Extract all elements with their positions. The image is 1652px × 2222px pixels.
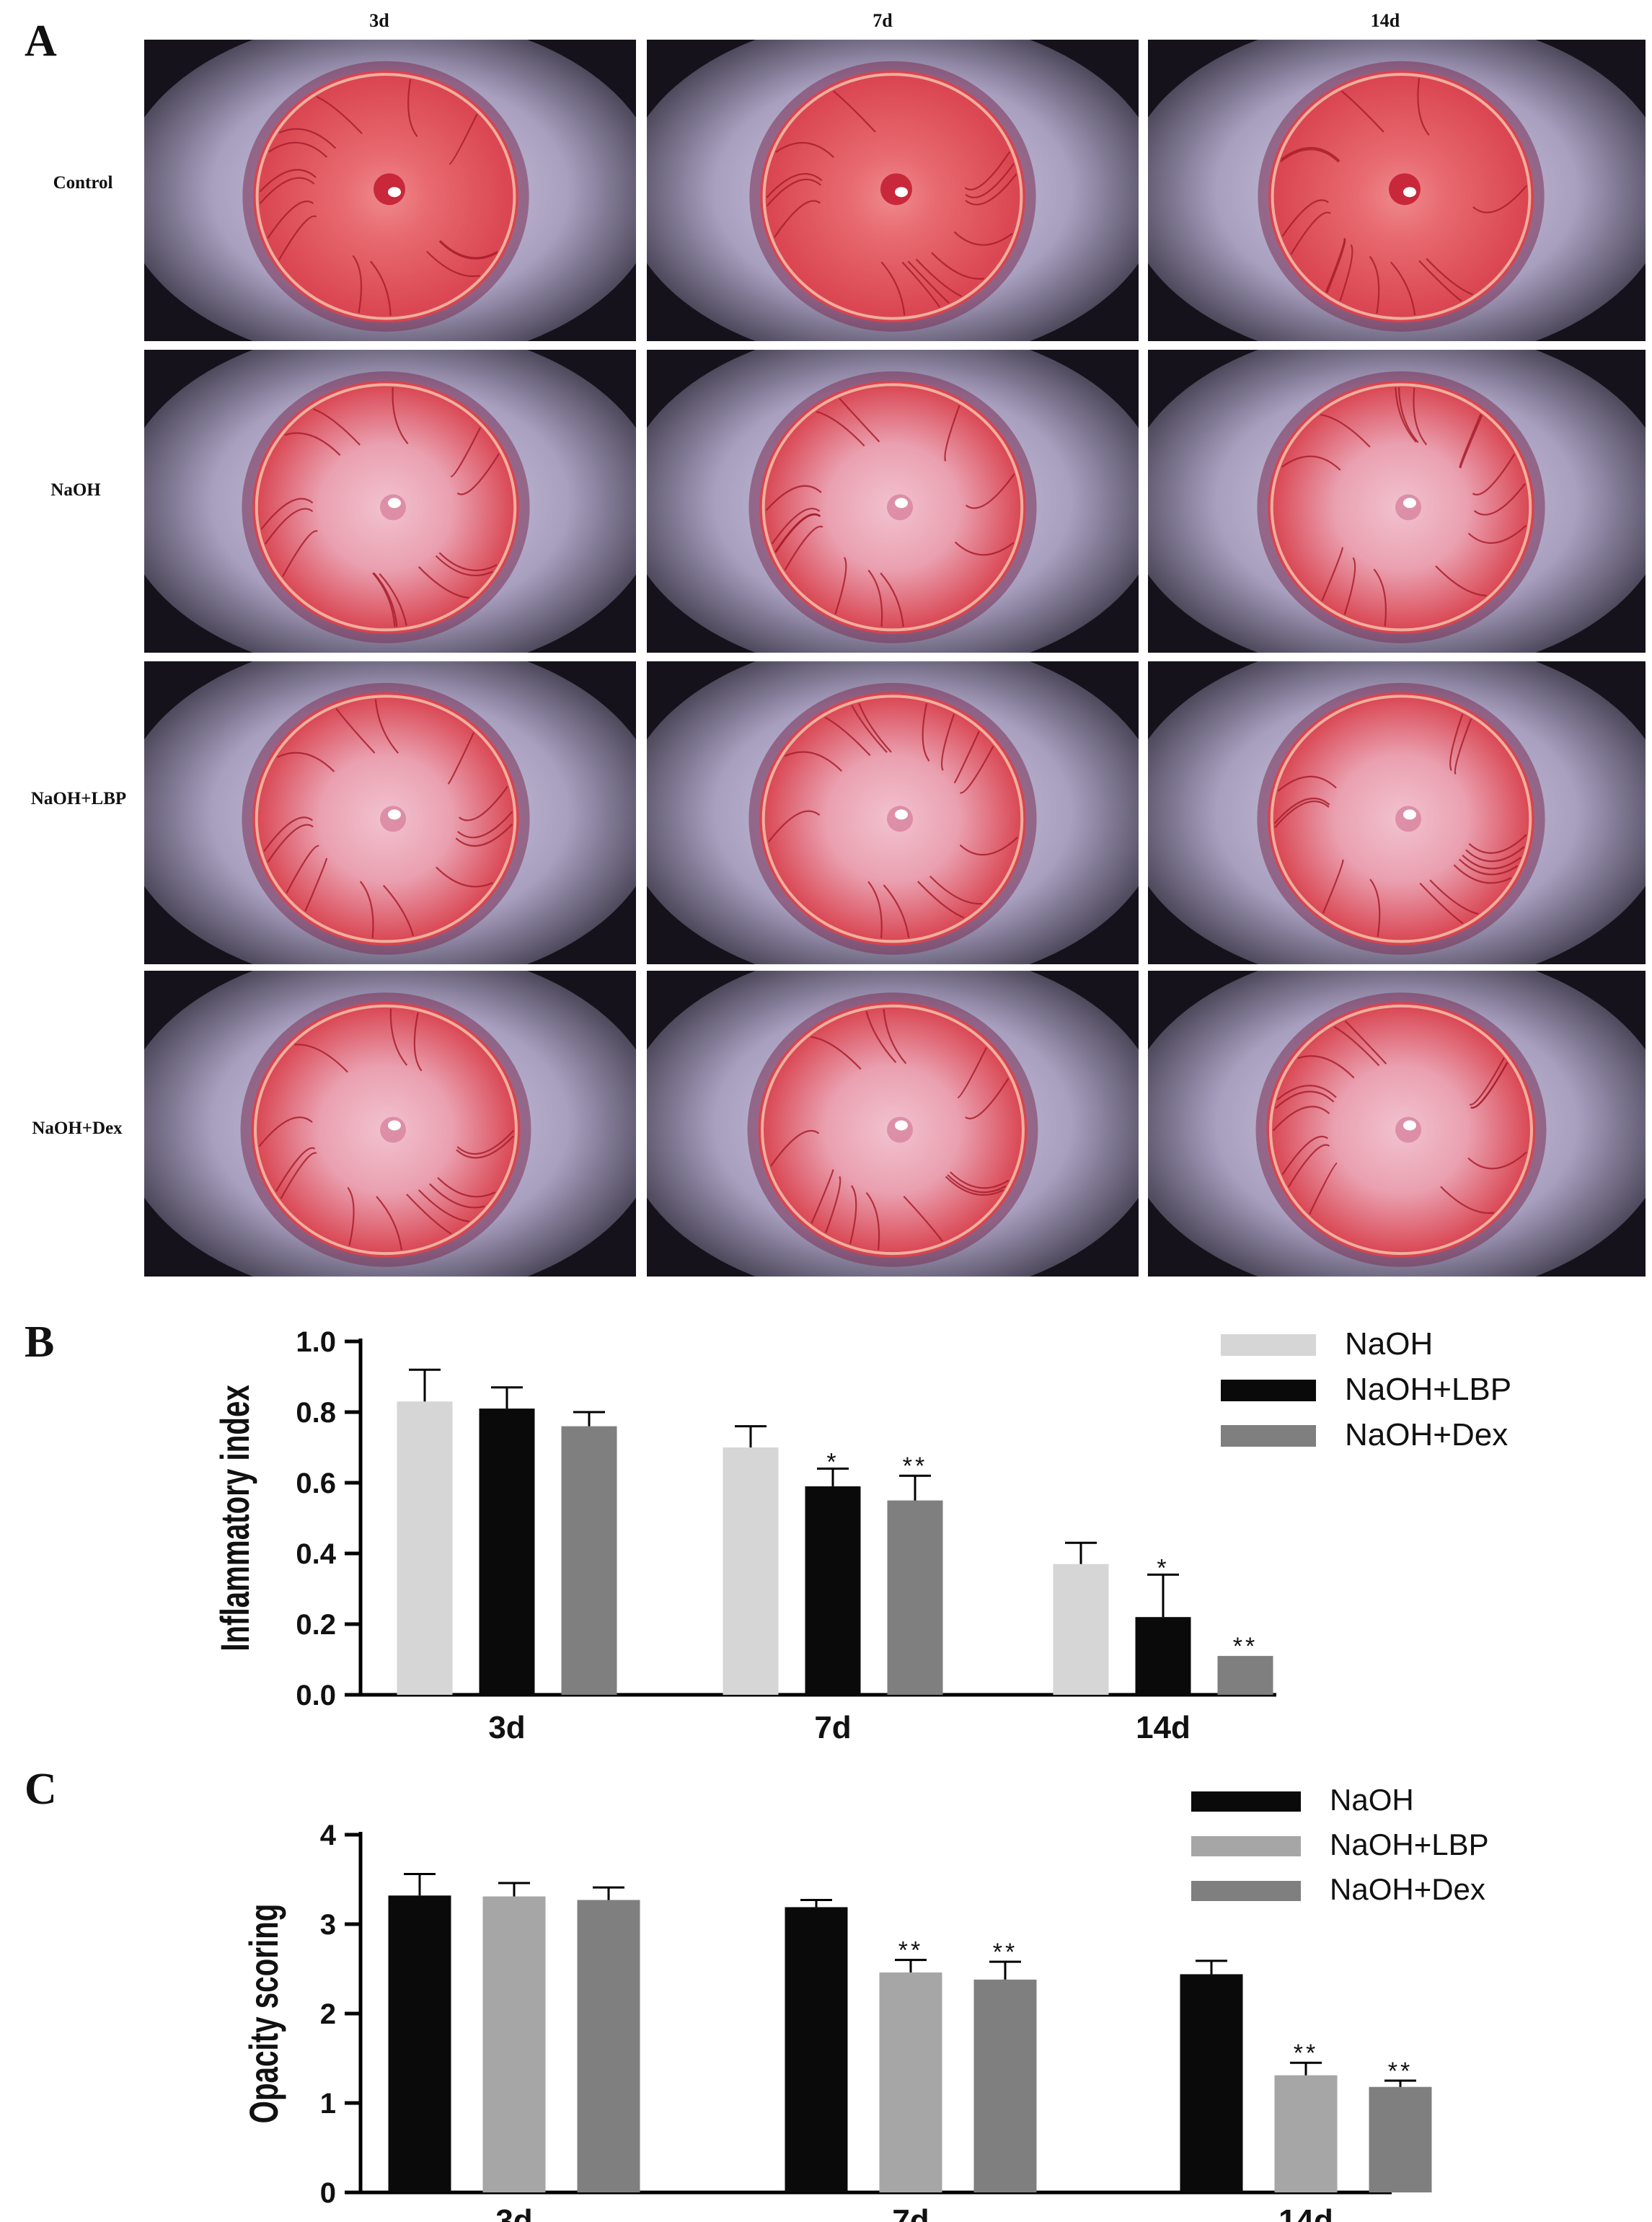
eye-photo-control-14d (1148, 40, 1646, 341)
eye-photo-naoh-3d (144, 350, 636, 653)
row-label-naoh-dex: NaOH+Dex (32, 1119, 123, 1138)
chart-b-bar (887, 1500, 943, 1695)
eye-photo-naoh-dex-14d (1148, 971, 1646, 1277)
chart-c-x-tick-label: 14d (1278, 2203, 1333, 2222)
eye-photo-naoh-7d (647, 350, 1139, 653)
column-label-14d: 14d (1370, 10, 1400, 31)
chart-c-legend-label: NaOH+Dex (1330, 1872, 1485, 1906)
eye-photo-control-7d (647, 40, 1139, 341)
column-label-3d: 3d (369, 10, 389, 31)
chart-b-legend-swatch (1221, 1425, 1316, 1447)
eye-photo-naoh-lbp-3d (144, 661, 636, 964)
chart-b-y-tick-label: 0.0 (296, 1680, 336, 1711)
chart-b-significance-mark: * (826, 1448, 839, 1476)
row-label-naoh: NaOH (50, 480, 101, 500)
chart-c-bar (973, 1979, 1037, 2192)
chart-c-y-tick-label: 2 (320, 1998, 336, 2030)
chart-b-legend-label: NaOH+Dex (1345, 1417, 1508, 1452)
chart-c-bar (482, 1896, 546, 2192)
chart-b-bar (397, 1401, 453, 1695)
chart-b-y-tick-label: 0.8 (296, 1397, 336, 1429)
eye-photo-naoh-lbp-14d (1148, 661, 1646, 964)
panel-b-letter: B (25, 1318, 55, 1367)
eye-photo-naoh-14d (1148, 350, 1646, 653)
panel-a-letter: A (25, 17, 57, 66)
chart-c-y-tick-label: 3 (320, 1909, 336, 1941)
chart-b-legend-label: NaOH (1345, 1326, 1433, 1362)
eye-photo-control-3d (144, 40, 636, 341)
opacity-scoring-chart: 0 1 2 3 4 Opacity scoring 3d ** ** 7d ** ** 14d NaOH N… (242, 1783, 1489, 2222)
chart-c-bar (1180, 1974, 1243, 2192)
chart-c-bar (577, 1900, 640, 2192)
row-label-naoh-lbp: NaOH+LBP (30, 789, 127, 808)
chart-b-x-tick-label: 3d (488, 1710, 525, 1745)
chart-b-legend-swatch (1221, 1380, 1316, 1401)
eye-photo-naoh-lbp-7d (647, 661, 1139, 964)
chart-b-legend-label: NaOH+LBP (1345, 1372, 1511, 1407)
chart-c-legend-swatch (1191, 1791, 1301, 1812)
column-label-7d: 7d (873, 10, 893, 31)
chart-c-significance-mark: ** (993, 1939, 1017, 1966)
chart-c-significance-mark: ** (1388, 2058, 1413, 2085)
chart-b-y-axis-label: Inflammatory index (213, 1385, 258, 1652)
chart-b-y-tick-label: 0.2 (296, 1609, 336, 1641)
chart-b-bar (1217, 1656, 1273, 1695)
chart-c-bar (1369, 2086, 1432, 2192)
chart-c-legend-swatch (1191, 1836, 1301, 1856)
chart-c-y-tick-label: 1 (320, 2088, 336, 2120)
chart-c-y-tick-label: 0 (320, 2177, 336, 2209)
chart-b-significance-mark: ** (1233, 1633, 1258, 1660)
chart-c-bar (879, 1972, 942, 2192)
chart-c-bar (1274, 2075, 1338, 2192)
chart-b-bar (1135, 1617, 1191, 1695)
chart-b-significance-mark: * (1157, 1554, 1169, 1582)
chart-c-legend-label: NaOH (1330, 1783, 1414, 1817)
chart-b-y-tick-label: 1.0 (296, 1326, 336, 1358)
chart-b-bar (1053, 1564, 1109, 1695)
chart-b-y-tick-label: 0.6 (296, 1468, 336, 1499)
chart-c-legend-swatch (1191, 1881, 1301, 1901)
chart-c-y-axis-label: Opacity scoring (242, 1904, 287, 2124)
chart-c-x-tick-label: 3d (495, 2203, 532, 2222)
chart-b-y-tick-label: 0.4 (296, 1538, 336, 1570)
chart-c-y-tick-label: 4 (320, 1820, 337, 1851)
eye-photo-naoh-dex-3d (144, 971, 636, 1277)
chart-b-bar (723, 1447, 779, 1695)
chart-b-legend-swatch (1221, 1334, 1316, 1356)
chart-b-x-tick-label: 14d (1136, 1710, 1191, 1745)
chart-c-significance-mark: ** (1294, 2040, 1318, 2067)
chart-c-bar (388, 1895, 451, 2192)
eye-photo-naoh-dex-7d (647, 971, 1139, 1277)
chart-b-bar (561, 1426, 617, 1695)
chart-b-significance-mark: ** (903, 1452, 927, 1480)
chart-c-significance-mark: ** (898, 1937, 923, 1965)
row-label-control: Control (53, 173, 113, 193)
chart-b-x-tick-label: 7d (814, 1710, 851, 1745)
panel-c-letter: C (25, 1765, 57, 1814)
chart-b-bar (805, 1486, 861, 1695)
chart-c-bar (785, 1907, 848, 2192)
chart-b-bar (479, 1408, 535, 1695)
chart-c-x-tick-label: 7d (892, 2203, 929, 2222)
chart-c-legend-label: NaOH+LBP (1330, 1828, 1489, 1861)
